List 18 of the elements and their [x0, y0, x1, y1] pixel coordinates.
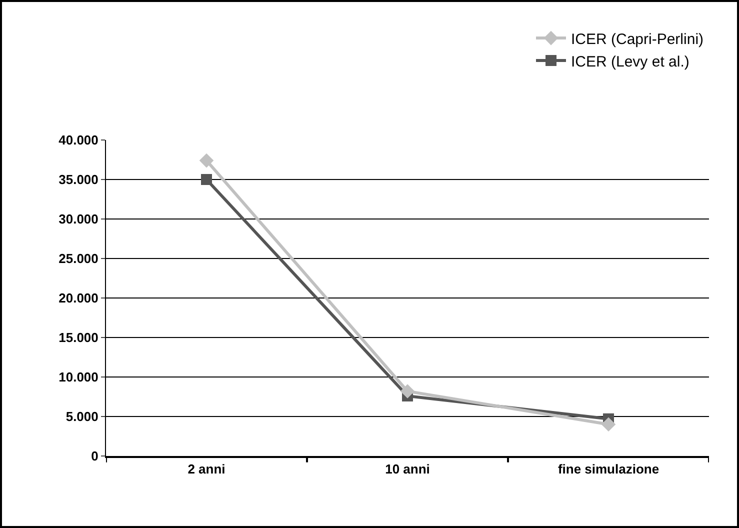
y-tick-label: 0 [91, 448, 98, 464]
x-tick-label: 2 anni [188, 462, 226, 477]
y-tick-label: 20.000 [58, 290, 98, 306]
y-tick-label: 30.000 [58, 212, 98, 227]
y-tick-label: 10.000 [58, 370, 98, 385]
point [400, 384, 415, 398]
y-tick-label: 25.000 [58, 251, 98, 266]
y-tick-label: 15.000 [58, 330, 98, 346]
point [199, 153, 214, 168]
x-tick-label: 10 anni [385, 462, 430, 477]
y-tick-label: 35.000 [58, 172, 98, 188]
y-tick-label: 40.000 [58, 132, 98, 148]
point [201, 174, 212, 185]
y-tick-label: 5.000 [66, 409, 98, 424]
legend-label: ICER (Levy et al.) [571, 53, 690, 70]
point [601, 417, 616, 432]
legend-label: ICER (Capri-Perlini) [571, 30, 704, 48]
x-tick-label: fine simulazione [558, 462, 660, 477]
